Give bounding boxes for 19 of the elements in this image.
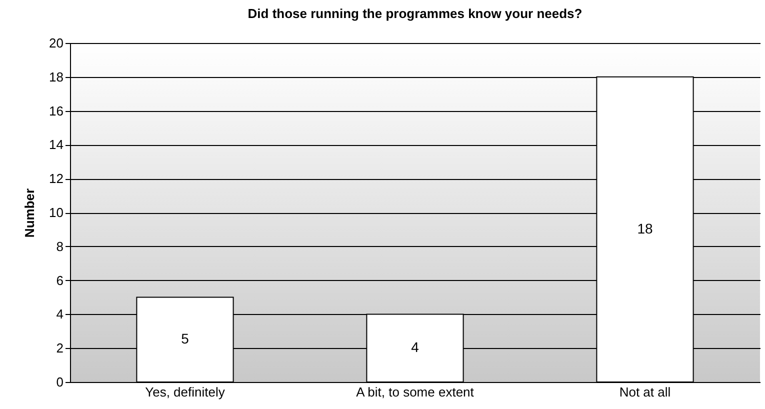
- y-tick-label: 12: [49, 171, 64, 186]
- y-tick-label: 8: [56, 238, 64, 254]
- x-tick-label: A bit, to some extent: [356, 384, 474, 400]
- y-tick-label: 16: [49, 103, 64, 118]
- y-tick-label: 0: [56, 374, 64, 390]
- data-label: 18: [637, 220, 653, 236]
- x-tick-label: Yes, definitely: [145, 384, 226, 400]
- y-tick-label: 20: [49, 36, 64, 50]
- y-tick-label: 6: [56, 272, 64, 288]
- y-axis-title: Number: [22, 188, 38, 238]
- x-tick-label: Not at all: [619, 384, 671, 400]
- y-tick-label: 2: [56, 340, 64, 356]
- y-tick-label: 4: [56, 306, 64, 322]
- y-tick-label: 18: [49, 69, 64, 84]
- y-tick-label: 10: [49, 205, 64, 220]
- chart-title: Did those running the programmes know your needs?: [248, 6, 582, 21]
- data-label: 5: [181, 330, 190, 347]
- data-label: 4: [411, 339, 420, 356]
- y-tick-label: 14: [49, 137, 64, 152]
